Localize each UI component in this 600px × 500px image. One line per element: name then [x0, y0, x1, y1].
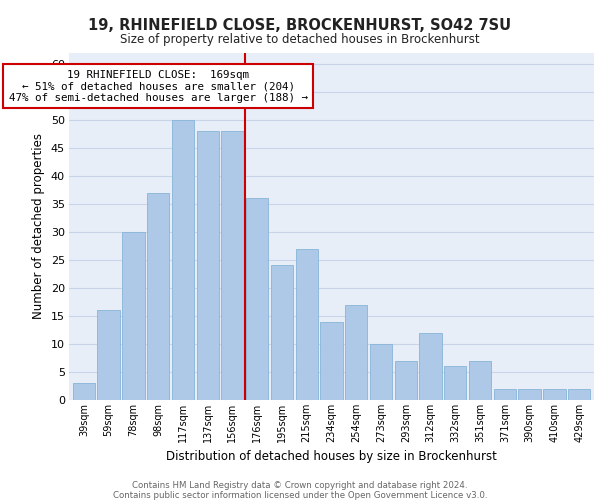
Bar	[345, 304, 367, 400]
Bar	[419, 332, 442, 400]
Bar	[172, 120, 194, 400]
Y-axis label: Number of detached properties: Number of detached properties	[32, 133, 45, 320]
Bar	[444, 366, 466, 400]
Bar	[370, 344, 392, 400]
Bar	[73, 383, 95, 400]
Bar	[296, 248, 318, 400]
Bar	[147, 192, 169, 400]
Bar	[246, 198, 268, 400]
Bar	[221, 131, 244, 400]
Text: 19 RHINEFIELD CLOSE:  169sqm
← 51% of detached houses are smaller (204)
47% of s: 19 RHINEFIELD CLOSE: 169sqm ← 51% of det…	[8, 70, 308, 102]
Bar	[97, 310, 120, 400]
Bar	[395, 361, 417, 400]
X-axis label: Distribution of detached houses by size in Brockenhurst: Distribution of detached houses by size …	[166, 450, 497, 464]
Bar	[568, 389, 590, 400]
Bar	[518, 389, 541, 400]
Bar	[543, 389, 566, 400]
Bar	[122, 232, 145, 400]
Text: Size of property relative to detached houses in Brockenhurst: Size of property relative to detached ho…	[120, 32, 480, 46]
Text: 19, RHINEFIELD CLOSE, BROCKENHURST, SO42 7SU: 19, RHINEFIELD CLOSE, BROCKENHURST, SO42…	[88, 18, 512, 32]
Bar	[320, 322, 343, 400]
Text: Contains public sector information licensed under the Open Government Licence v3: Contains public sector information licen…	[113, 490, 487, 500]
Bar	[271, 266, 293, 400]
Bar	[494, 389, 516, 400]
Bar	[197, 131, 219, 400]
Text: Contains HM Land Registry data © Crown copyright and database right 2024.: Contains HM Land Registry data © Crown c…	[132, 482, 468, 490]
Bar	[469, 361, 491, 400]
